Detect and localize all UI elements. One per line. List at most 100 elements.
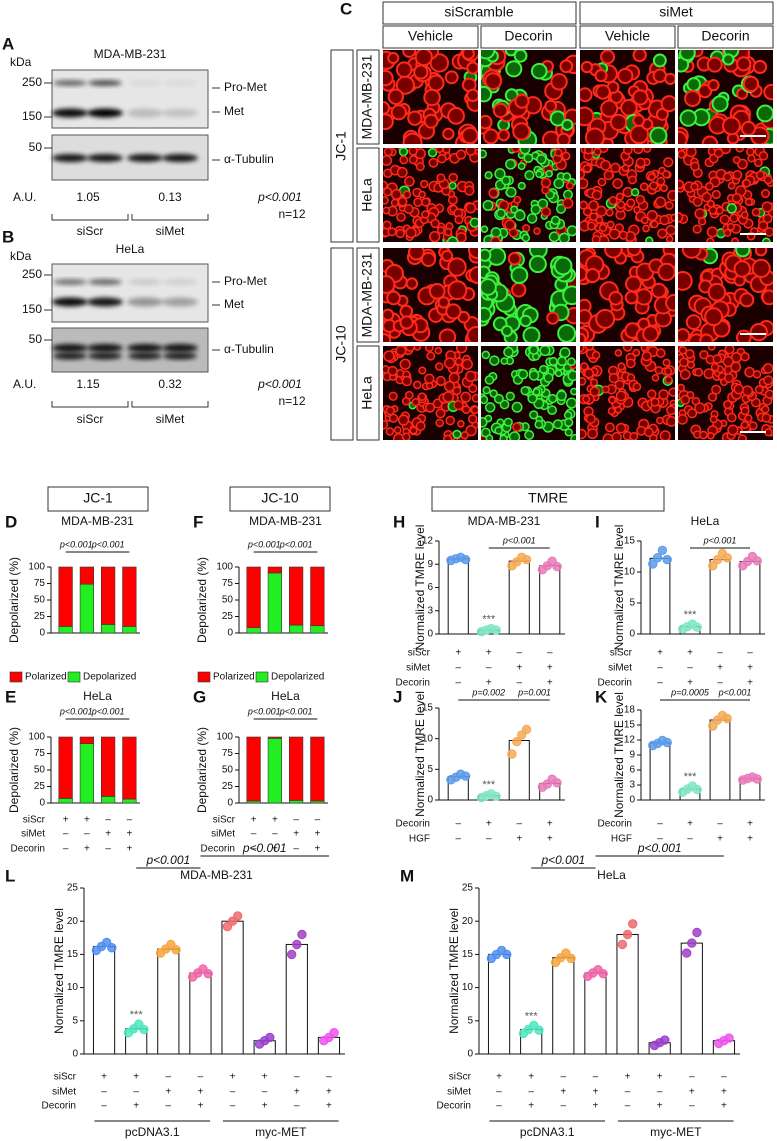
cell [499,399,510,410]
chart-title: MDA-MB-231 [249,514,322,528]
cell [425,402,436,413]
cell [731,193,742,203]
cell [405,277,419,290]
bar-segment [267,572,282,634]
condition-mark: – [315,815,321,826]
group-label: siScr [77,224,104,238]
cell [443,434,453,440]
cell [445,415,455,426]
cell [758,220,769,231]
cell [663,157,674,168]
condition-mark: – [198,1072,204,1083]
cell [665,224,675,236]
y-axis-label: Normalized TMRE level [413,525,427,651]
cell [403,204,414,215]
panel-letter: L [5,866,15,885]
cell [481,417,488,428]
cell [645,236,654,242]
bar [616,933,639,1055]
cell [664,72,675,85]
cells [481,248,576,342]
cell [443,227,453,237]
cell [554,369,563,378]
cell [512,422,522,432]
bar-segment [79,743,94,804]
condition-mark: + [747,678,753,689]
group-label: pcDNA3.1 [125,1125,180,1139]
cell [665,235,674,242]
cell [547,405,558,416]
legend-swatch [67,671,81,683]
condition-label: siScr [54,1072,77,1083]
cell-line-label: MDA-MB-231 [359,252,375,337]
cell [726,412,737,423]
cell [428,230,441,242]
y-tick-label: 25 [462,883,474,894]
condition-mark: – [101,1087,107,1098]
cell [732,170,743,180]
cell [532,388,541,396]
cell [724,346,735,355]
condition-label: Decorin [42,1101,76,1112]
group-label: siMet [156,224,185,238]
cell [500,357,509,365]
cell [435,148,444,154]
cell [740,211,749,219]
cell [383,180,388,190]
cell [585,267,601,283]
cell [761,201,773,213]
significance: *** [684,609,698,621]
condition-mark: + [230,1072,236,1083]
cell [752,370,762,379]
cell [588,200,599,211]
cell [632,348,641,357]
cell [513,50,528,63]
bar-segment [58,566,73,627]
cell [385,427,395,436]
condition-mark: – [657,678,663,689]
cell [630,187,640,197]
cell [617,362,626,371]
data-point [660,1035,670,1045]
band [52,344,88,352]
cell [407,110,423,126]
cell [580,346,585,353]
cell [447,257,467,277]
cell [595,308,616,329]
bar-segment [101,624,116,634]
data-point [566,953,576,964]
cell [632,382,642,392]
cell [704,307,724,327]
cell [442,148,451,154]
cell [413,197,423,208]
cell [470,405,478,415]
y-tick-label: 0 [427,629,433,640]
cell [735,148,745,153]
y-axis-label: Normalized TMRE level [413,691,427,817]
y-tick-label: 15 [67,949,79,960]
cell [393,426,402,435]
cell [658,389,669,400]
condition-mark: + [293,829,299,840]
condition-mark: + [486,819,492,830]
condition-mark: + [133,1101,139,1112]
cell [632,50,647,63]
condition-label: Decorin [598,819,632,830]
cell [712,354,723,364]
condition-label: HGF [611,834,632,845]
cell [678,383,686,393]
condition-mark: – [486,663,492,674]
cell [455,232,467,242]
cell [715,206,724,215]
condition-label: Decorin [201,844,235,855]
condition-mark: + [126,829,132,840]
cell [699,350,709,360]
cell [620,98,638,117]
bar [709,559,731,635]
cell [510,205,519,214]
micrograph [481,148,576,242]
cell [503,346,514,358]
cell [484,171,493,180]
cell [687,408,698,419]
stat: p<0.001 [257,190,302,204]
